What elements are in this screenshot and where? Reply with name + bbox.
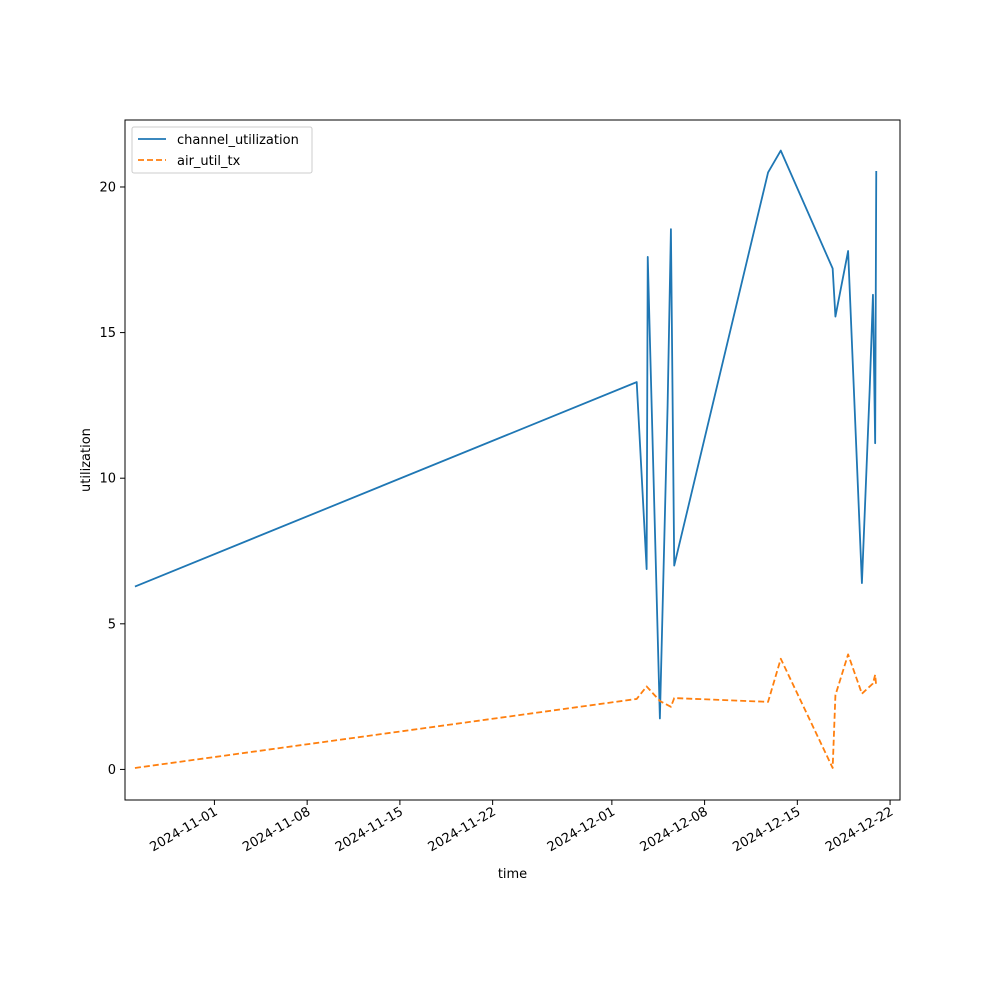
y-tick-label: 5 <box>108 617 116 632</box>
legend-box <box>131 126 313 174</box>
y-axis-label: utilization <box>79 428 94 492</box>
plot-frame <box>124 119 901 801</box>
series-layer <box>134 149 878 769</box>
legend: channel_utilization air_util_tx <box>131 126 313 174</box>
y-axis: 0 5 10 15 20 <box>99 180 125 778</box>
x-axis-label: time <box>498 867 527 882</box>
y-tick-label: 0 <box>108 763 116 778</box>
legend-label-channel-utilization: channel_utilization <box>177 133 299 148</box>
series-line-air-util-tx <box>134 653 878 769</box>
series-line-channel-utilization <box>134 149 878 720</box>
y-tick-label: 10 <box>99 472 116 487</box>
legend-label-air-util-tx: air_util_tx <box>177 154 241 169</box>
y-tick-label: 20 <box>99 180 116 195</box>
y-tick-label: 15 <box>99 326 116 341</box>
